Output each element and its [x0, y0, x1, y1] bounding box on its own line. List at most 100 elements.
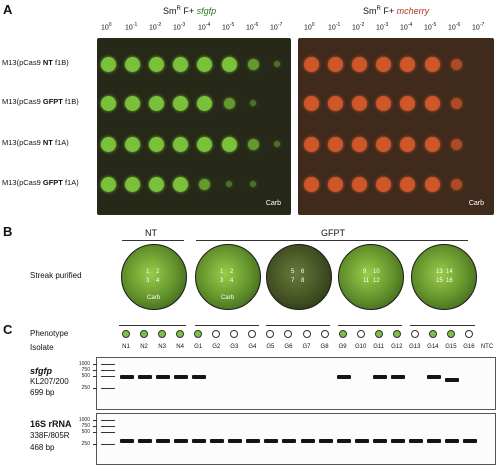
phenotype-circle [176, 330, 185, 338]
colony-spot [124, 176, 140, 192]
pcr-band [462, 439, 477, 443]
pcr-band [426, 375, 441, 379]
dilution-label: 10-2 [352, 22, 365, 32]
ladder-tick [93, 426, 97, 427]
pcr-band [120, 439, 134, 443]
colony-spot [400, 136, 416, 152]
colony-spot [173, 95, 189, 111]
streak-purified-label: Streak purified [30, 271, 82, 280]
mcherry-plate-header: SmR F+ mcherry [363, 6, 430, 16]
phenotype-circle [320, 330, 329, 338]
isolate-label-g14: G14 [427, 344, 439, 350]
isolate-label-g13: G13 [409, 344, 421, 350]
colony-spot [223, 97, 235, 109]
isolate-label-g2: G2 [212, 344, 221, 350]
pcr-band [318, 439, 333, 443]
gel2-primers: 338F/805R [30, 431, 70, 440]
isolate-number: 7 [291, 278, 295, 284]
isolate-number: 4 [156, 278, 160, 284]
isolate-number: 1 [220, 269, 224, 275]
dilution-exponent: -5 [431, 22, 437, 28]
colony-spot [100, 136, 116, 152]
isolate-number: 5 [291, 269, 295, 275]
gel1-size: 699 bp [30, 388, 55, 397]
colony-spot [327, 95, 343, 111]
gel2-size: 468 bp [30, 443, 55, 452]
pcr-band [372, 375, 387, 379]
plate-carb-label: Carb [147, 295, 161, 301]
isolate-label-g3: G3 [230, 344, 239, 350]
isolate-number: 11 [363, 278, 370, 284]
isolate-number: 14 [446, 269, 453, 275]
gel2-gene: 16S rRNA [30, 419, 72, 429]
colony-spot [376, 56, 392, 72]
phenotype-circle [248, 330, 257, 338]
colony-spot [424, 176, 440, 192]
isolate-number: 12 [373, 278, 380, 284]
pcr-band [120, 375, 134, 379]
colony-spot [226, 181, 232, 187]
dilution-exponent: -2 [156, 22, 162, 28]
phenotype-bracket [338, 325, 402, 326]
colony-spot [148, 95, 164, 111]
colony-spot [199, 178, 211, 190]
strain-label: M13(pCas9 GFPT f1B) [2, 97, 79, 106]
isolate-label-n2: N2 [140, 344, 148, 350]
isolate-number: 9 [363, 269, 367, 275]
panel-c-letter: C [3, 322, 13, 337]
colony-spot [148, 136, 164, 152]
phenotype-circle [302, 330, 311, 338]
pcr-band [444, 378, 459, 382]
dilution-label: 10-7 [472, 22, 485, 32]
colony-spot [303, 176, 319, 192]
isolate-number: 3 [220, 278, 224, 284]
colony-spot [327, 56, 343, 72]
dilution-exponent: -1 [335, 22, 341, 28]
ladder-size-label: 750 [81, 423, 90, 429]
ladder-tick [93, 388, 97, 389]
colony-spot [303, 56, 319, 72]
phenotype-circle [392, 330, 401, 338]
isolate-label-g4: G4 [248, 344, 257, 350]
ladder-size-label: 500 [81, 429, 90, 435]
dilution-label: 100 [101, 22, 112, 32]
ladder-size-label: 250 [81, 441, 90, 447]
pcr-band [264, 439, 279, 443]
isolate-label-n4: N4 [176, 344, 184, 350]
dilution-label: 10-2 [149, 22, 162, 32]
phenotype-circle [446, 330, 455, 338]
gel1-gene: sfgfp [30, 366, 52, 376]
phenotype-bracket [410, 325, 475, 326]
isolate-label-g8: G8 [320, 344, 329, 350]
colony-spot [450, 178, 462, 190]
pcr-band [408, 439, 423, 443]
isolate-number: 13 [436, 269, 443, 275]
dilution-label: 10-3 [173, 22, 186, 32]
phenotype-circle [140, 330, 149, 338]
streak-plate: 9 10 11 12 [338, 244, 404, 310]
isolate-label-g10: G10 [354, 344, 367, 350]
colony-spot [173, 56, 189, 72]
isolate-number: 10 [373, 269, 380, 275]
isolate-number: 16 [446, 278, 453, 284]
isolate-label-g12: G12 [391, 344, 403, 350]
colony-spot [424, 95, 440, 111]
colony-spot [173, 136, 189, 152]
ladder-tick [93, 364, 97, 365]
colony-spot [221, 136, 237, 152]
pcr-band [426, 439, 441, 443]
gfpt-bracket [196, 240, 468, 241]
mcherry-plate-label: Carb [468, 200, 484, 207]
colony-spot [250, 181, 257, 187]
strain-label: M13(pCas9 NT f1B) [2, 58, 69, 67]
ladder-band [101, 426, 115, 427]
ladder-size-label: 250 [81, 385, 90, 391]
isolate-label-g7: G7 [302, 344, 311, 350]
pcr-band [372, 439, 387, 443]
colony-spot [197, 95, 213, 111]
isolate-number: 4 [230, 278, 234, 284]
phenotype-circle [158, 330, 167, 338]
colony-spot [274, 61, 281, 67]
colony-spot [327, 176, 343, 192]
